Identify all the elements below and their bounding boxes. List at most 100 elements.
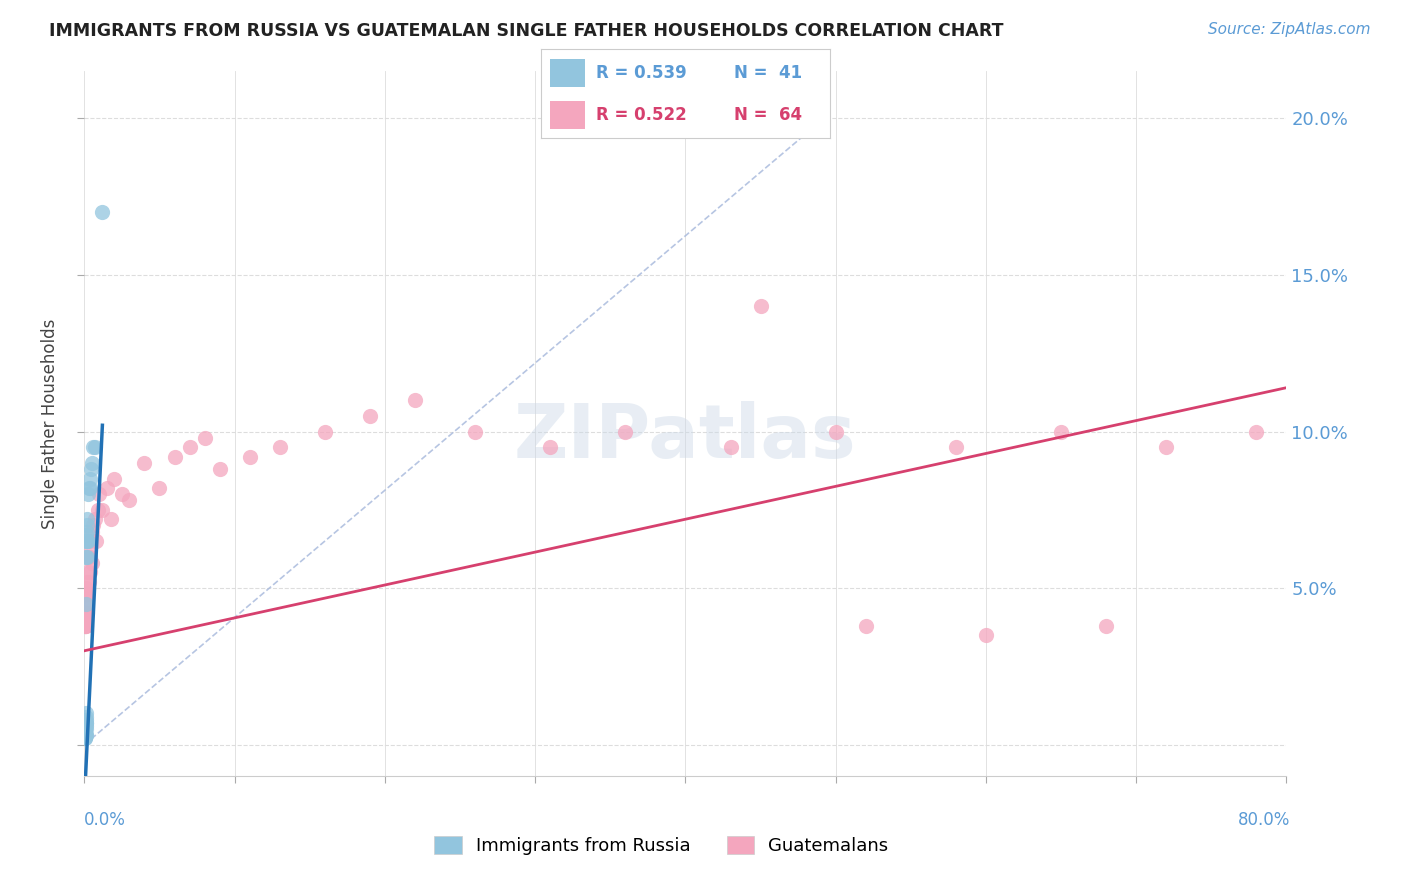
Text: ZIPatlas: ZIPatlas <box>515 401 856 475</box>
Point <box>73 722 96 736</box>
Point <box>75 597 97 611</box>
Point <box>77 549 100 564</box>
Point <box>75 606 97 620</box>
Point <box>314 425 336 439</box>
Point <box>75 534 97 549</box>
Point <box>96 481 118 495</box>
Point <box>77 487 100 501</box>
Point <box>111 487 134 501</box>
Point <box>73 618 96 632</box>
Point <box>75 728 97 742</box>
Point <box>75 606 97 620</box>
Y-axis label: Single Father Households: Single Father Households <box>41 318 59 529</box>
Text: Source: ZipAtlas.com: Source: ZipAtlas.com <box>1208 22 1371 37</box>
Text: R = 0.522: R = 0.522 <box>596 106 686 124</box>
Point <box>404 393 426 408</box>
Point <box>1095 618 1118 632</box>
Point <box>75 719 97 733</box>
Point <box>75 612 97 626</box>
Point <box>75 549 97 564</box>
Point <box>75 713 97 727</box>
Point <box>76 524 98 539</box>
Point <box>75 618 97 632</box>
Point <box>76 606 98 620</box>
Point <box>91 205 114 219</box>
Point <box>80 556 103 570</box>
Point <box>239 450 262 464</box>
Text: IMMIGRANTS FROM RUSSIA VS GUATEMALAN SINGLE FATHER HOUSEHOLDS CORRELATION CHART: IMMIGRANTS FROM RUSSIA VS GUATEMALAN SIN… <box>49 22 1004 40</box>
Point <box>75 597 97 611</box>
Point <box>538 440 561 454</box>
Point <box>75 612 97 626</box>
Point <box>75 722 97 736</box>
Point <box>208 462 231 476</box>
Point <box>75 587 97 601</box>
Point <box>79 471 101 485</box>
Point <box>148 481 170 495</box>
Point <box>82 518 104 533</box>
Bar <box>550 59 585 87</box>
Point <box>75 581 97 595</box>
Point <box>1246 425 1268 439</box>
Point <box>75 587 97 601</box>
Point <box>79 481 101 495</box>
Point <box>614 425 637 439</box>
Legend: Immigrants from Russia, Guatemalans: Immigrants from Russia, Guatemalans <box>427 829 896 863</box>
Point <box>464 425 486 439</box>
Point <box>77 543 100 558</box>
Point <box>75 528 97 542</box>
Point <box>824 425 846 439</box>
Text: N =  41: N = 41 <box>734 64 803 82</box>
Point <box>269 440 291 454</box>
Point <box>75 728 97 742</box>
Point <box>359 409 381 423</box>
Point <box>76 587 98 601</box>
Point <box>855 618 877 632</box>
Point <box>75 731 97 746</box>
Point <box>73 612 96 626</box>
Point <box>80 456 103 470</box>
Point <box>73 725 96 739</box>
Point <box>75 715 97 730</box>
Point <box>87 503 110 517</box>
Point <box>134 456 156 470</box>
Point <box>194 431 217 445</box>
Point <box>79 549 101 564</box>
Point <box>75 709 97 723</box>
Point <box>100 512 122 526</box>
Point <box>79 534 101 549</box>
Point <box>91 503 114 517</box>
Point <box>76 534 98 549</box>
Point <box>945 440 967 454</box>
Point <box>720 440 742 454</box>
Bar <box>550 101 585 129</box>
Point <box>73 606 96 620</box>
Point <box>83 512 105 526</box>
Point <box>75 706 97 721</box>
Point <box>77 574 100 589</box>
Point <box>76 566 98 580</box>
Text: R = 0.539: R = 0.539 <box>596 64 686 82</box>
Point <box>75 618 97 632</box>
Text: N =  64: N = 64 <box>734 106 803 124</box>
Point <box>73 731 96 746</box>
Point <box>75 715 97 730</box>
Point <box>79 566 101 580</box>
Point <box>75 722 97 736</box>
Point <box>75 618 97 632</box>
Point <box>77 481 100 495</box>
Text: 0.0%: 0.0% <box>84 811 127 829</box>
Point <box>76 518 98 533</box>
Point <box>76 512 98 526</box>
Point <box>75 728 97 742</box>
Point <box>75 719 97 733</box>
Point <box>163 450 186 464</box>
Point <box>75 728 97 742</box>
Point <box>80 462 103 476</box>
Point <box>75 606 97 620</box>
Point <box>1050 425 1073 439</box>
Point <box>76 534 98 549</box>
Point <box>86 534 108 549</box>
Point <box>75 722 97 736</box>
Point <box>83 440 105 454</box>
